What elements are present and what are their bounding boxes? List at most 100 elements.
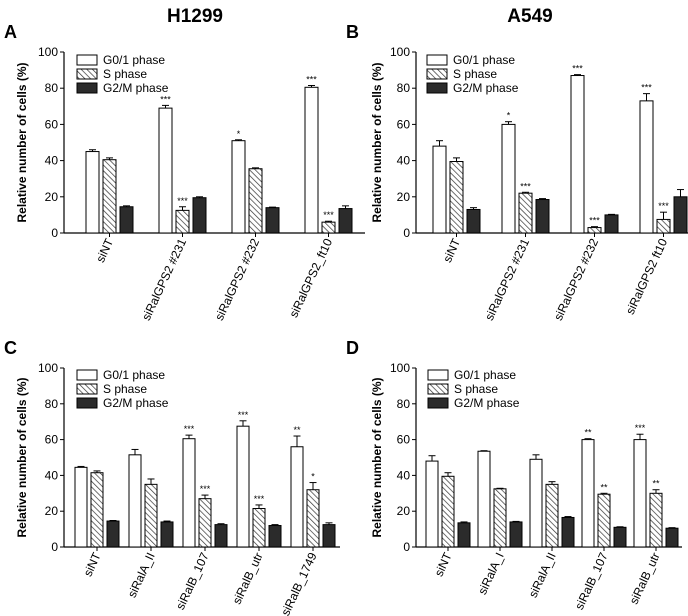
h1299-title: H1299 — [167, 6, 223, 27]
legend-label: G2/M phase — [453, 81, 519, 95]
significance-marker: *** — [572, 64, 583, 74]
x-tick-label: siNT — [81, 550, 104, 579]
significance-marker: *** — [520, 181, 531, 191]
y-tick-label: 20 — [397, 190, 411, 204]
bar-g2m — [160, 521, 174, 548]
y-axis-label: Relative number of cells (%) — [15, 377, 29, 537]
significance-marker: ** — [584, 428, 592, 438]
y-tick-label: 0 — [51, 540, 58, 554]
bar-g2m — [604, 214, 619, 234]
bar-s — [144, 483, 158, 548]
bar-g01 — [236, 425, 250, 548]
legend-swatch — [427, 397, 449, 409]
legend-swatch — [76, 54, 98, 66]
y-tick-label: 100 — [38, 45, 58, 59]
legend-label: G0/1 phase — [453, 53, 515, 67]
legend-label: G2/M phase — [454, 396, 520, 410]
significance-marker: *** — [658, 201, 669, 211]
significance-marker: *** — [589, 216, 600, 226]
y-tick-label: 0 — [51, 226, 58, 240]
x-tick-label: siRalA_I — [475, 550, 507, 596]
x-tick-label: siNT — [440, 236, 463, 265]
bar-g01 — [570, 75, 585, 234]
bar-g01 — [231, 140, 246, 234]
y-tick-label: 20 — [397, 504, 411, 518]
y-tick-label: 80 — [45, 81, 59, 95]
significance-marker: *** — [323, 210, 334, 220]
chart-panel-c: C Relative number of cells (%) 0 20 40 60 80 10… — [4, 338, 340, 616]
y-axis-label: Relative number of cells (%) — [15, 62, 29, 222]
chart-panel-b: B Relative number of cells (%) 0 20 40 60 80 10… — [346, 22, 688, 323]
bar-g2m — [561, 516, 575, 548]
bar-s — [321, 221, 336, 234]
legend-swatch — [76, 383, 98, 395]
bar-g2m — [338, 208, 353, 234]
significance-marker: *** — [635, 423, 646, 433]
y-tick-label: 20 — [45, 504, 59, 518]
significance-marker: * — [237, 129, 241, 139]
bar-g01 — [182, 438, 196, 548]
y-tick-label: 80 — [397, 81, 411, 95]
bar-s — [493, 488, 507, 548]
legend-label: G2/M phase — [103, 396, 169, 410]
x-tick-label: siRalB_107 — [572, 550, 611, 612]
significance-marker: *** — [306, 74, 317, 84]
bar-g2m — [265, 207, 280, 234]
legend-swatch — [426, 82, 448, 94]
legend-swatch — [426, 54, 448, 66]
significance-marker: * — [507, 111, 511, 121]
bar-s — [306, 489, 320, 548]
legend-swatch — [76, 397, 98, 409]
x-tick-label: siNT — [432, 550, 455, 579]
bar-g01 — [85, 151, 100, 234]
y-tick-label: 80 — [397, 397, 411, 411]
bar-s — [175, 209, 190, 234]
y-axis-label: Relative number of cells (%) — [370, 62, 384, 222]
y-tick-label: 0 — [403, 540, 410, 554]
bar-s — [649, 492, 663, 548]
bar-g2m — [268, 525, 282, 548]
bar-s — [198, 498, 212, 548]
bar-g01 — [639, 100, 654, 234]
bar-s — [656, 218, 671, 234]
x-tick-label: siRalB_1749 — [278, 550, 320, 616]
legend-label: S phase — [103, 382, 147, 396]
bar-g2m — [665, 527, 679, 548]
bar-g01 — [304, 86, 319, 234]
legend-label: S phase — [453, 67, 497, 81]
y-tick-label: 20 — [45, 190, 59, 204]
x-tick-label: siRalGPS2 ft10 — [623, 236, 670, 317]
bar-g2m — [106, 520, 120, 548]
bar-g01 — [432, 145, 447, 234]
y-tick-label: 60 — [397, 433, 411, 447]
bar-g2m — [535, 199, 550, 234]
bar-g2m — [466, 208, 481, 234]
panel-letter: D — [346, 338, 359, 358]
bar-g01 — [425, 460, 439, 548]
y-tick-label: 0 — [403, 226, 410, 240]
y-tick-label: 60 — [45, 433, 59, 447]
x-tick-label: siRalGPS2_ft10 — [286, 236, 335, 320]
panel-letter: A — [4, 22, 17, 42]
significance-marker: *** — [254, 494, 265, 504]
legend-swatch — [76, 369, 98, 381]
y-tick-label: 40 — [45, 468, 59, 482]
significance-marker: *** — [641, 83, 652, 93]
legend-swatch — [427, 383, 449, 395]
bar-g01 — [477, 450, 491, 548]
y-tick-label: 100 — [390, 361, 410, 375]
x-tick-label: siRalB_utr — [230, 550, 266, 606]
y-axis-label: Relative number of cells (%) — [370, 377, 384, 537]
bar-g2m — [214, 524, 228, 548]
bar-s — [518, 192, 533, 234]
bar-g01 — [633, 439, 647, 548]
bar-s — [102, 159, 117, 234]
x-tick-label: siRalGPS2 #231 — [482, 236, 532, 323]
legend-swatch — [76, 68, 98, 80]
legend-swatch — [426, 68, 448, 80]
legend-swatch — [76, 82, 98, 94]
significance-marker: *** — [184, 424, 195, 434]
legend-label: G2/M phase — [103, 81, 169, 95]
y-tick-label: 100 — [38, 361, 58, 375]
